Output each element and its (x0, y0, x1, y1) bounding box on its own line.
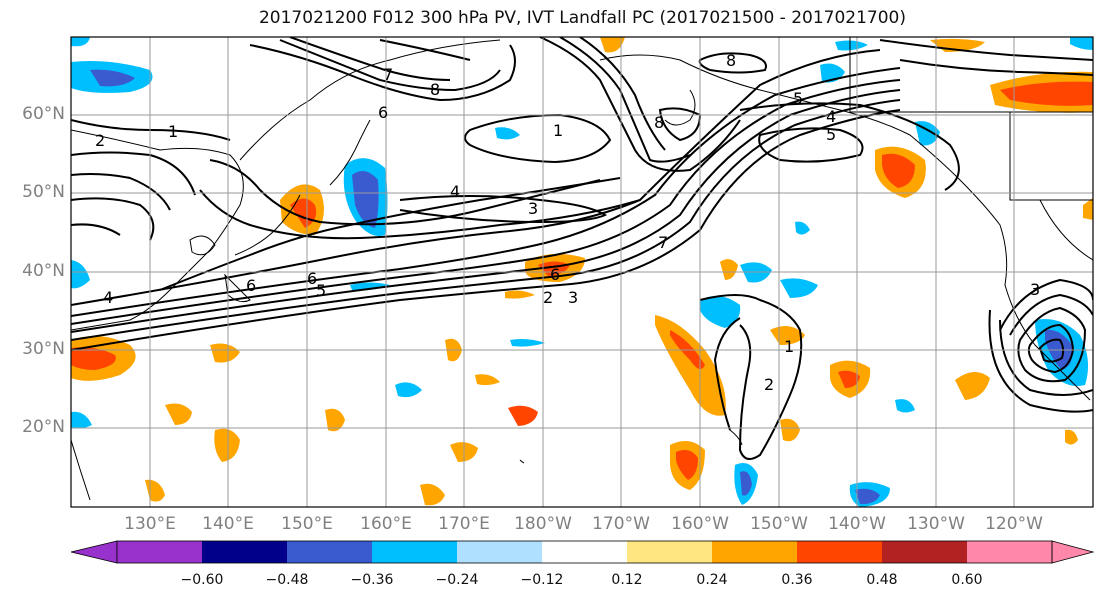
colorbar-tick-label: −0.60 (180, 572, 224, 588)
lat-label-20n: 20°N (22, 417, 65, 437)
lat-label-40n: 40°N (22, 261, 65, 281)
colorbar-segment (542, 541, 627, 563)
colorbar (70, 540, 1095, 564)
graticule (71, 37, 1093, 507)
colorbar-segment (287, 541, 372, 563)
contour-label: 3 (528, 199, 538, 218)
lon-label: 160°E (360, 514, 412, 534)
contour-label: 3 (568, 288, 578, 307)
colorbar-segment (202, 541, 287, 563)
lat-label-50n: 50°N (22, 182, 65, 202)
colorbar-segment (797, 541, 882, 563)
colorbar-segment (882, 541, 967, 563)
contour-label: 1 (784, 337, 794, 356)
colorbar-segment (70, 540, 118, 564)
colorbar-tick-label: −0.48 (265, 572, 309, 588)
map-title: 2017021200 F012 300 hPa PV, IVT Landfall… (258, 8, 906, 28)
contour-label: 6 (550, 265, 560, 284)
map-area: 1 1 1 2 2 2 3 3 3 4 4 4 5 5 5 6 6 6 6 7 … (71, 37, 1093, 507)
contour-label: 6 (246, 276, 256, 295)
coastlines (71, 37, 1093, 501)
contour-label: 8 (654, 113, 664, 132)
contour-label: 2 (543, 288, 553, 307)
contour-label: 5 (793, 89, 803, 108)
lon-label: 120°W (985, 514, 1043, 534)
colorbar-segment (712, 541, 797, 563)
contour-label: 8 (430, 80, 440, 99)
colorbar-tick-label: 0.24 (696, 572, 728, 588)
colorbar-segment (1051, 540, 1095, 564)
contour-label: 2 (764, 375, 774, 394)
lon-label: 130°E (124, 514, 176, 534)
lon-label: 170°E (438, 514, 490, 534)
lon-label: 160°W (671, 514, 729, 534)
contour-label: 1 (168, 122, 178, 141)
colorbar-tick-label: 0.12 (611, 572, 643, 588)
lon-label: 140°E (202, 514, 254, 534)
contour-label: 2 (95, 131, 105, 150)
colorbar-segment (967, 541, 1052, 563)
colorbar-tick-label: 0.36 (781, 572, 813, 588)
contour-label: 7 (658, 233, 668, 252)
colorbar-segment (627, 541, 712, 563)
contour-label: 4 (450, 182, 460, 201)
colorbar-segment (457, 541, 542, 563)
map-frame (70, 36, 1094, 508)
contour-label: 6 (378, 103, 388, 122)
lon-label: 170°W (592, 514, 650, 534)
colorbar-tick-label: −0.36 (350, 572, 394, 588)
contour-label: 5 (316, 281, 326, 300)
contour-label: 8 (726, 51, 736, 70)
lon-label: 150°E (281, 514, 333, 534)
colorbar-segment (372, 541, 457, 563)
pv-contours (71, 37, 1093, 460)
lon-label: 140°W (828, 514, 886, 534)
lon-label: 130°W (907, 514, 965, 534)
colorbar-tick-label: 0.48 (866, 572, 898, 588)
contour-label: 1 (553, 121, 563, 140)
lon-label: 180°W (514, 514, 572, 534)
contour-label: 3 (1030, 280, 1040, 299)
contour-label: 4 (103, 288, 113, 307)
contour-label: 4 (826, 107, 836, 126)
contour-label-group: 1 1 1 2 2 2 3 3 3 4 4 4 5 5 5 6 6 6 6 7 … (95, 51, 1040, 394)
contour-label: 6 (307, 269, 317, 288)
contour-label: 7 (383, 65, 393, 84)
colorbar-tick-label: −0.12 (520, 572, 564, 588)
colorbar-tick-label: 0.60 (951, 572, 983, 588)
contour-label: 5 (826, 125, 836, 144)
lat-label-60n: 60°N (22, 104, 65, 124)
colorbar-tick-label: −0.24 (435, 572, 479, 588)
lon-label: 150°W (750, 514, 808, 534)
colorbar-segment (117, 541, 202, 563)
lat-label-30n: 30°N (22, 339, 65, 359)
